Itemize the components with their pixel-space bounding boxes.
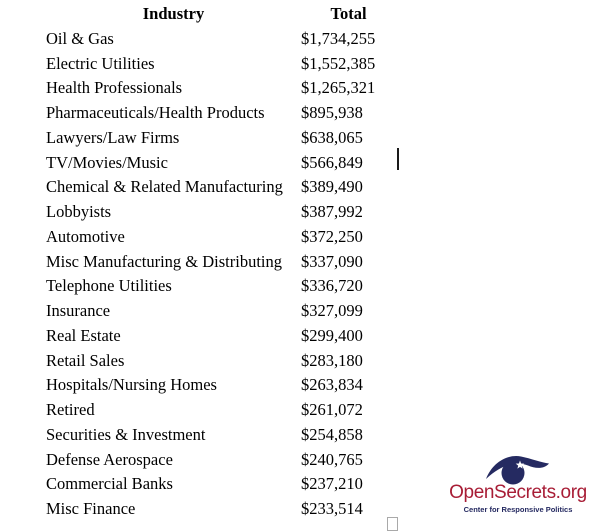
total-cell: $237,210 <box>301 474 363 494</box>
table-row: Misc Finance $233,514 <box>46 497 396 522</box>
industry-cell: Retail Sales <box>46 350 125 370</box>
table-row: Commercial Banks $237,210 <box>46 472 396 497</box>
total-cell: $261,072 <box>301 400 363 419</box>
industry-cell: Telephone Utilities <box>46 276 172 296</box>
table-row: Telephone Utilities $336,720 <box>46 274 396 299</box>
total-cell: $233,514 <box>301 499 363 518</box>
table-row: Insurance $327,099 <box>46 299 396 324</box>
table-row: Hospitals/Nursing Homes $263,834 <box>46 373 396 398</box>
total-cell: $638,065 <box>301 127 363 147</box>
table-row: Chemical & Related Manufacturing $389,49… <box>46 175 396 200</box>
table-row: Oil & Gas $1,734,255 <box>46 27 396 52</box>
industry-cell: Health Professionals <box>46 78 183 98</box>
total-cell: $1,552,385 <box>301 53 376 73</box>
text-cursor <box>397 148 399 170</box>
logo-name: OpenSecrets.org <box>449 482 587 503</box>
table-body: Oil & Gas $1,734,255 Electric Utilities … <box>46 27 396 522</box>
total-cell: $1,734,255 <box>301 28 376 48</box>
table-row: Misc Manufacturing & Distributing $337,0… <box>46 250 396 275</box>
industry-cell: Defense Aerospace <box>46 449 173 469</box>
total-cell: $254,858 <box>301 424 363 444</box>
industry-cell: Hospitals/Nursing Homes <box>46 375 217 395</box>
industry-cell: Securities & Investment <box>46 424 206 444</box>
table-row: Electric Utilities $1,552,385 <box>46 52 396 77</box>
logo-tagline: Center for Responsive Politics <box>463 505 573 514</box>
industry-cell: Insurance <box>46 301 111 320</box>
total-cell: $327,099 <box>301 301 363 320</box>
industry-cell: Commercial Banks <box>46 474 173 494</box>
industry-cell: Misc Manufacturing & Distributing <box>46 251 283 271</box>
industry-cell: Electric Utilities <box>46 53 155 73</box>
table-row: Securities & Investment $254,858 <box>46 423 396 448</box>
table-row: TV/Movies/Music $566,849 <box>46 151 396 176</box>
total-cell: $389,490 <box>301 177 363 197</box>
industry-cell: Lobbyists <box>46 202 112 221</box>
total-cell: $283,180 <box>301 350 363 370</box>
industry-cell: Oil & Gas <box>46 28 114 48</box>
industry-cell: TV/Movies/Music <box>46 152 168 172</box>
industry-column-header: Industry <box>142 4 205 23</box>
industry-cell: Chemical & Related Manufacturing <box>46 177 283 197</box>
industry-cell: Real Estate <box>46 325 121 345</box>
header-row: Industry Total <box>46 2 396 27</box>
total-cell: $337,090 <box>301 251 363 271</box>
total-cell: $240,765 <box>301 449 363 469</box>
industry-cell: Retired <box>46 400 95 419</box>
opensecrets-logo[interactable]: OpenSecrets.org Center for Responsive Po… <box>444 453 592 514</box>
table-row: Retail Sales $283,180 <box>46 349 396 374</box>
table-row: Health Professionals $1,265,321 <box>46 76 396 101</box>
total-cell: $1,265,321 <box>301 78 376 98</box>
industry-cell: Automotive <box>46 226 125 246</box>
total-cell: $299,400 <box>301 325 363 345</box>
total-cell: $895,938 <box>301 103 363 122</box>
industry-cell: Misc Finance <box>46 499 136 518</box>
eye-with-star-icon <box>486 456 549 485</box>
table-row: Defense Aerospace $240,765 <box>46 448 396 473</box>
total-cell: $372,250 <box>301 226 363 246</box>
table-row: Lawyers/Law Firms $638,065 <box>46 126 396 151</box>
table-row: Lobbyists $387,992 <box>46 200 396 225</box>
table-row: Retired $261,072 <box>46 398 396 423</box>
total-column-header: Total <box>330 4 367 23</box>
industry-totals-table: Industry Total Oil & Gas $1,734,255 Elec… <box>46 2 396 522</box>
table-row: Real Estate $299,400 <box>46 324 396 349</box>
total-cell: $566,849 <box>301 152 363 172</box>
table-row: Automotive $372,250 <box>46 225 396 250</box>
total-cell: $263,834 <box>301 375 363 395</box>
table-row: Pharmaceuticals/Health Products $895,938 <box>46 101 396 126</box>
total-cell: $387,992 <box>301 202 363 221</box>
industry-cell: Pharmaceuticals/Health Products <box>46 103 265 122</box>
total-cell: $336,720 <box>301 276 363 296</box>
industry-cell: Lawyers/Law Firms <box>46 127 180 147</box>
